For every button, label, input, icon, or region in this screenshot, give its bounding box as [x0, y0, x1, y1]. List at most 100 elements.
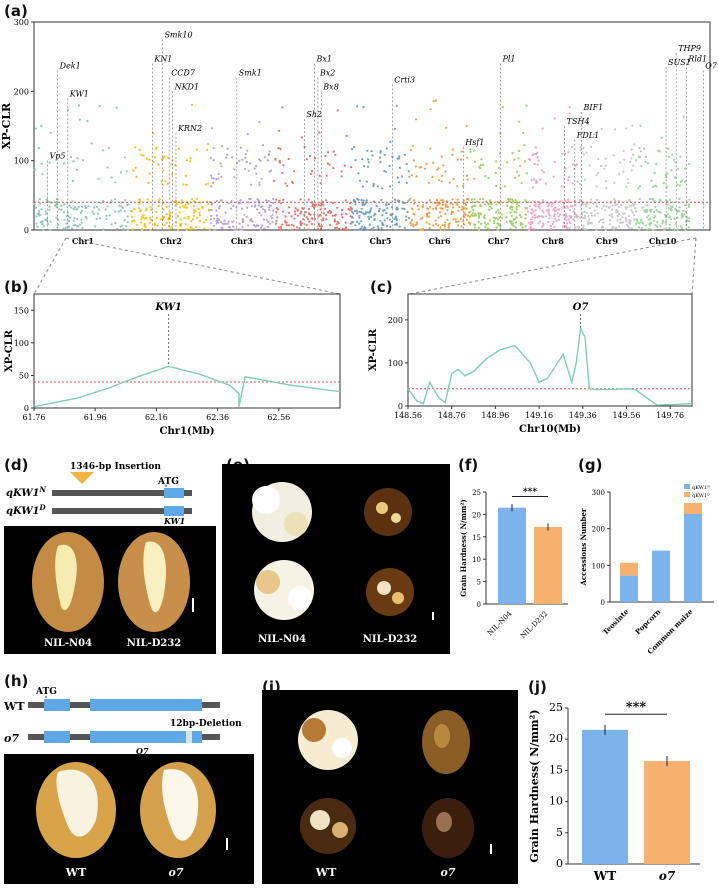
x-axis-label: Chr10(Mb): [519, 424, 581, 435]
category-label: WT: [593, 869, 616, 883]
chromosome-points-10: [634, 115, 691, 231]
y-tick-label: 200: [388, 316, 403, 325]
manhattan-plot: 0 100 200 300 XP-CLR Chr1 Chr2 Chr3 Chr4 Chr5 Chr6…: [0, 18, 718, 246]
y-tick-label: 5: [477, 579, 481, 587]
kw1-region-plot: 0 50 100 150 61.76 61.96 62.16 62.36 62.56 KW1 XP-…: [4, 293, 341, 437]
kernel-section-photo-d: NIL-N04 NIL-D232: [4, 526, 216, 654]
panel-label-g: (g): [578, 456, 603, 474]
y-axis-label: Grain Hardness( N/mm²): [528, 709, 541, 862]
y-tick-label: 20: [549, 732, 563, 745]
y-tick-label: 0: [24, 226, 29, 235]
photo-i-label-wt: WT: [315, 866, 337, 879]
plot-frame: [33, 293, 341, 409]
gene-label: Sh2: [306, 110, 322, 119]
y-tick-label: 200: [592, 526, 605, 534]
y-tick-label: 0: [398, 402, 403, 411]
o7-allele-label: o7: [4, 732, 19, 745]
stacked-bar-segment: [652, 550, 670, 602]
panel-label-b: (b): [4, 278, 29, 296]
x-tick-label: 61.96: [84, 413, 107, 422]
panel-label-a: (a): [4, 2, 28, 20]
chromosome-label: Chr1: [72, 236, 94, 246]
y-tick-label: 200: [14, 87, 29, 96]
y-tick-label: 15: [472, 534, 481, 542]
gene-label: TSH4: [567, 117, 590, 126]
y-tick-label: 0: [24, 404, 29, 413]
y-axis-label: XP-CLR: [368, 328, 379, 371]
zoom-connectors: [33, 237, 697, 295]
xpclr-line: [407, 326, 693, 406]
bar-2: [644, 761, 690, 864]
y-tick-label: 100: [388, 359, 403, 368]
chart-title: KW1: [154, 302, 182, 313]
svg-text:qKW1D: qKW1D: [6, 503, 47, 517]
stacked-bar-segment: [620, 575, 638, 602]
stacked-bar-segment: [684, 503, 702, 514]
bar-1: [582, 729, 628, 864]
photo-h-label-wt: WT: [65, 866, 87, 879]
gene-label: Bx1: [316, 55, 332, 64]
sig-label: ***: [626, 700, 647, 715]
gene-label: SUS1: [668, 58, 691, 67]
svg-text:qKW1N: qKW1N: [6, 485, 47, 499]
gene-label: NKD1: [174, 82, 199, 91]
category-label: NIL-D232: [519, 610, 549, 640]
popped-kernel-photo-i: WT o7: [262, 690, 518, 884]
y-tick-label: 0: [601, 599, 605, 607]
stacked-bar-segment: [620, 562, 638, 576]
gene-label: Hsf1: [464, 138, 484, 147]
gene-label: Bx8: [322, 82, 338, 91]
panel-label-h: (h): [4, 672, 29, 690]
xpclr-line: [33, 365, 341, 408]
y-tick-label: 25: [472, 489, 481, 497]
allele-d-sup: D: [39, 503, 47, 512]
photo-d-label-d232: NIL-D232: [127, 638, 182, 649]
y-tick-label: 300: [592, 489, 605, 497]
allele-n-sup: N: [39, 485, 47, 494]
x-tick-label: 62.36: [206, 413, 229, 422]
photo-i-label-o7: o7: [441, 866, 456, 879]
gene-label: FDL1: [576, 131, 599, 140]
y-tick-label: 100: [592, 562, 605, 570]
popped-kernel-photo-e: NIL-N04 NIL-D232: [222, 464, 450, 654]
y-tick-label: 20: [472, 511, 481, 519]
legend-swatch: [684, 492, 690, 497]
y-axis-label: Accessions Number: [579, 508, 588, 586]
chromosome-points-9: [577, 123, 637, 231]
x-tick-label: 62.16: [145, 413, 168, 422]
plot-frame: [407, 293, 693, 407]
manhattan-frame: [33, 21, 711, 231]
gene-label: CCD7: [171, 68, 196, 77]
y-tick-label: 50: [19, 371, 29, 380]
photo-e-label-d232: NIL-D232: [363, 634, 418, 645]
chromosome-points-7: [469, 104, 529, 231]
gene-label: Rld1: [687, 55, 707, 64]
legend-label: qKW1ᴺ: [692, 485, 710, 491]
kernel-section-photo-h: WT o7: [4, 754, 254, 884]
chromosome-points-1: [33, 104, 133, 232]
chromosome-label: Chr4: [302, 236, 324, 246]
x-tick-label: 149.56: [612, 411, 640, 420]
y-axis-label: Grain Hardness( N/mm²): [459, 499, 468, 596]
y-tick-label: 100: [14, 339, 29, 348]
sig-label: ***: [523, 487, 537, 497]
legend-label: qKW1ᴰ: [692, 493, 710, 499]
bar-1: [498, 507, 526, 604]
chart-title: O7: [573, 302, 589, 313]
x-tick-label: 148.76: [438, 411, 466, 420]
chromosome-points-8: [527, 106, 579, 231]
y-tick-label: 15: [549, 763, 563, 776]
y-axis-label: XP-CLR: [4, 329, 15, 372]
wt-allele-label: WT: [3, 700, 25, 713]
y-tick-label: 300: [14, 18, 29, 27]
category-label: o7: [659, 869, 676, 883]
gene-label: THP9: [678, 44, 701, 53]
gene-label: KRN2: [177, 124, 202, 133]
atg-label: ATG: [157, 477, 179, 487]
y-axis-label: XP-CLR: [0, 102, 13, 149]
kw1-gene-structure: 1346-bp Insertion ATG qKW1N qKW1D KW1: [6, 462, 192, 526]
x-tick-label: 61.76: [23, 413, 46, 422]
x-tick-label: 148.56: [394, 411, 422, 420]
chromosome-label: Chr10: [649, 236, 677, 246]
bar-2: [534, 526, 562, 604]
